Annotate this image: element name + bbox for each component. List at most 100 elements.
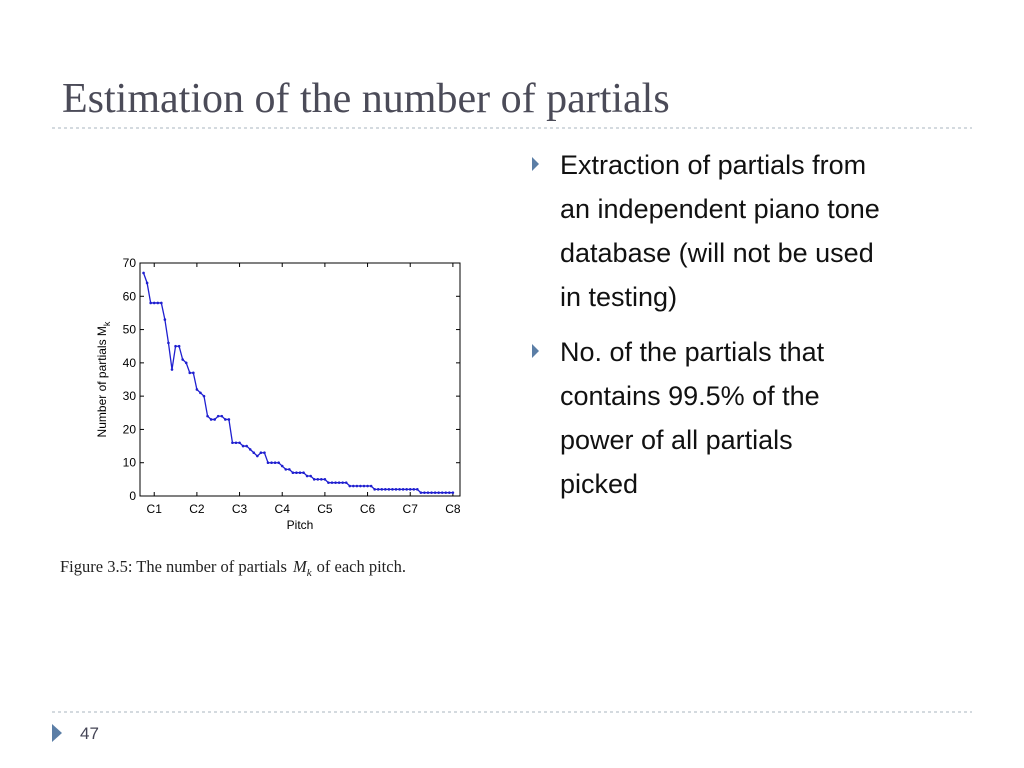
x-tick-label: C1 (147, 502, 163, 516)
plot-frame (139, 262, 461, 497)
caption-sub: k (307, 567, 313, 579)
data-point (376, 488, 380, 491)
data-point (181, 358, 184, 361)
y-tick-label: 0 (129, 489, 136, 503)
data-point (291, 471, 295, 475)
data-point (216, 414, 220, 418)
data-point (444, 491, 448, 494)
data-point (437, 491, 440, 494)
x-tick-label: C8 (445, 502, 461, 516)
y-tick-label: 60 (123, 289, 137, 303)
bullet-text: an independent piano tone (560, 194, 880, 224)
data-line (142, 272, 453, 494)
bullet-text: power of all partials (560, 425, 793, 455)
bullet-text: Extraction of partials from (560, 150, 866, 180)
data-point (401, 488, 405, 491)
y-tick-label: 30 (123, 389, 137, 403)
data-point (234, 441, 238, 445)
data-point (352, 484, 355, 488)
data-point (145, 281, 149, 285)
data-point (373, 488, 376, 491)
data-point (430, 491, 433, 494)
x-tick-label: C3 (232, 502, 248, 516)
bullet-text: picked (560, 469, 638, 499)
data-point (277, 461, 280, 465)
data-point (195, 388, 199, 391)
y-tick-label: 70 (123, 256, 137, 270)
y-tick-label: 20 (123, 422, 137, 436)
data-point (323, 478, 327, 481)
figure-caption: Figure 3.5: The number of partials Mk of e… (60, 557, 406, 579)
data-point (266, 461, 270, 465)
data-point (369, 484, 373, 488)
data-point (192, 371, 195, 375)
data-point (330, 481, 334, 484)
data-point (259, 451, 263, 455)
data-point (231, 441, 234, 445)
data-point (288, 468, 291, 471)
data-point (337, 481, 341, 484)
data-point (320, 478, 323, 481)
data-point (387, 488, 391, 491)
data-point (188, 371, 192, 375)
data-point (316, 478, 320, 481)
y-tick-label: 40 (123, 356, 137, 370)
data-point (334, 481, 337, 484)
x-tick-label: C5 (317, 502, 333, 516)
data-point (341, 481, 344, 484)
data-point (206, 414, 209, 418)
y-axis-label-text: Number of partials M (95, 326, 109, 437)
data-point (419, 491, 423, 494)
data-point (327, 481, 330, 484)
data-point (273, 461, 277, 465)
bullet-text: contains 99.5% of the (560, 381, 820, 411)
data-point (142, 271, 145, 275)
data-point (256, 454, 259, 458)
data-point (344, 481, 348, 484)
x-tick-label: C4 (275, 502, 291, 516)
data-point (355, 484, 359, 488)
data-point (209, 418, 213, 421)
data-point (163, 318, 167, 321)
data-point (309, 474, 312, 478)
data-point (408, 488, 412, 491)
data-point (270, 461, 273, 465)
data-point (245, 444, 248, 448)
data-point (348, 484, 352, 488)
bullet-marker (532, 344, 539, 358)
data-point (199, 391, 202, 395)
data-point (416, 488, 419, 491)
data-point (152, 301, 156, 305)
data-point (380, 488, 384, 491)
data-point (412, 488, 416, 491)
caption-text: of each pitch. (317, 557, 406, 576)
data-point (241, 444, 245, 448)
caption-symbol: M (292, 557, 308, 576)
data-point (202, 394, 206, 398)
data-point (295, 471, 298, 475)
x-axis-label: Pitch (287, 518, 314, 532)
data-point (280, 464, 284, 468)
bullet-marker (532, 157, 539, 171)
data-point (305, 474, 309, 478)
data-point (391, 488, 394, 491)
y-tick-label: 50 (123, 323, 137, 337)
data-point (263, 451, 266, 455)
slide-title: Estimation of the number of partials (62, 76, 670, 122)
page-number: 47 (80, 724, 99, 743)
data-point (174, 344, 177, 348)
data-point (405, 488, 408, 491)
data-point (394, 488, 398, 491)
data-point (284, 468, 288, 471)
data-point (213, 418, 216, 421)
bullet-text: in testing) (560, 282, 677, 312)
data-point (298, 471, 302, 475)
data-point (448, 491, 451, 494)
data-point (227, 418, 231, 421)
data-point (156, 301, 160, 305)
footer-marker (52, 724, 62, 742)
y-axis-label: Number of partials Mk (95, 321, 112, 437)
data-point (167, 341, 170, 345)
data-point (170, 368, 174, 371)
